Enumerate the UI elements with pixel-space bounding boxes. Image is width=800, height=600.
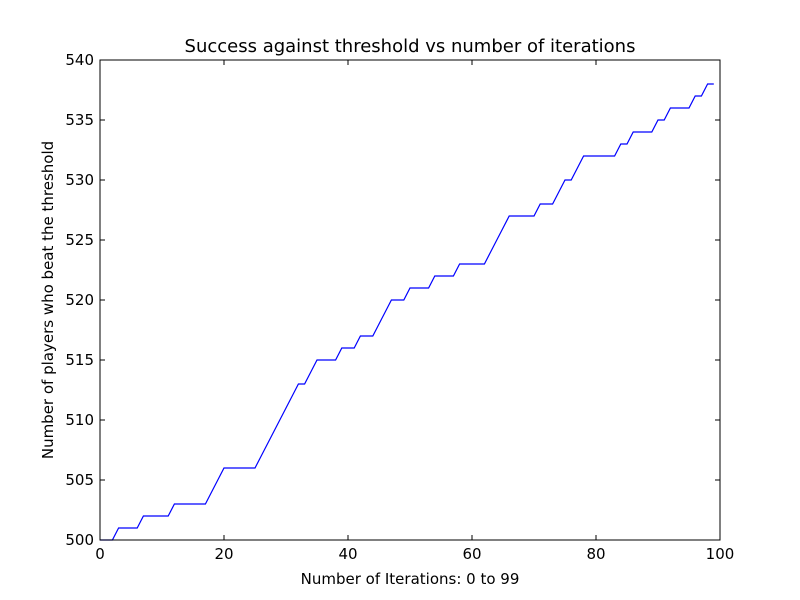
axis-frame [99,59,721,541]
y-tick-label: 505 [65,471,94,489]
y-tick-label: 510 [65,411,94,429]
x-axis-label: Number of Iterations: 0 to 99 [301,570,520,588]
y-tick-label: 535 [65,111,94,129]
y-axis-label: Number of players who beat the threshold [39,141,57,459]
y-tick-label: 540 [65,51,94,69]
y-tick-label: 500 [65,531,94,549]
y-tick-label: 515 [65,351,94,369]
x-axis: 0 20 40 60 80 100 [95,60,734,563]
y-tick-label: 530 [65,171,94,189]
chart-title: Success against threshold vs number of i… [185,36,636,57]
y-axis: 500 505 510 515 520 525 530 535 540 [65,51,720,549]
y-tick-label: 520 [65,291,94,309]
x-tick-label: 60 [462,545,481,563]
x-tick-label: 100 [706,545,735,563]
series-line [100,83,714,541]
x-tick-label: 80 [586,545,605,563]
x-tick-label: 40 [338,545,357,563]
x-tick-label: 20 [214,545,233,563]
y-tick-label: 525 [65,231,94,249]
plot-area [100,83,714,541]
x-tick-label: 0 [95,545,105,563]
